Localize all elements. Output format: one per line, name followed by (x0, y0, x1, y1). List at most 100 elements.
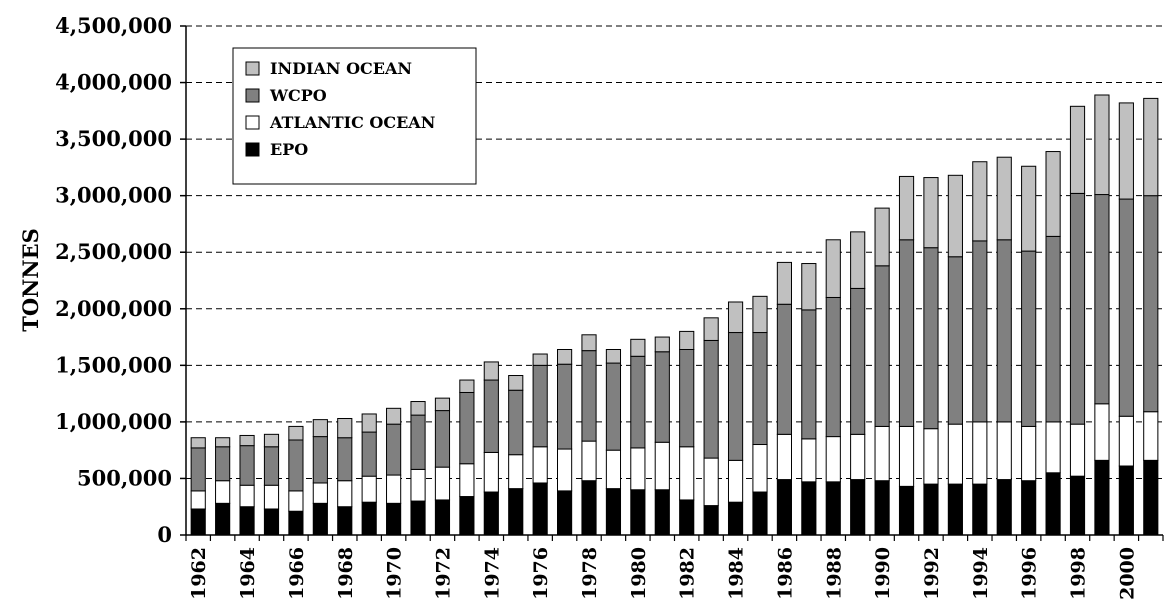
bar-segment (923, 247, 939, 430)
bar-segment (557, 363, 573, 450)
bar-segment (703, 505, 719, 536)
y-tick-label: 4,000,000 (55, 70, 172, 95)
bar-segment (1143, 195, 1159, 413)
bar-segment (459, 379, 475, 393)
bar-segment (996, 479, 1012, 536)
bar-segment (801, 438, 817, 483)
bar-segment (1069, 423, 1086, 477)
bar-segment (239, 445, 255, 486)
y-tick-label: 1,500,000 (55, 352, 172, 377)
y-tick-label: 0 (157, 522, 172, 547)
bar-segment (190, 437, 206, 449)
bar-segment (557, 348, 573, 365)
bar-segment (972, 483, 988, 536)
bar-segment (630, 447, 646, 491)
bar-segment (898, 175, 915, 241)
x-ticks: 1962 1964 1966 1968 1970 1972 1974 1976 1978 1980… (185, 535, 1164, 600)
bar-segment (508, 389, 524, 456)
bar-segment (1069, 475, 1086, 536)
x-tick-label: 1972 (432, 547, 454, 600)
legend: INDIAN OCEAN WCPO ATLANTIC OCEAN EPO (232, 47, 477, 185)
bar-segment (532, 446, 548, 484)
x-tick-label: 1964 (237, 547, 259, 600)
bar-segment (239, 506, 255, 536)
x-tick-label: 1996 (1019, 547, 1041, 600)
legend-box (232, 47, 477, 185)
bar-segment (825, 481, 841, 536)
bar-segment (923, 483, 939, 536)
x-tick-label: 1986 (774, 547, 796, 600)
bar-segment (850, 231, 866, 289)
bar-segment (874, 480, 890, 536)
bar-segment (1021, 165, 1037, 252)
y-ticks: 0 500,000 1,000,000 1,500,000 2,000,000 2,500… (55, 13, 186, 547)
bar-segment (947, 174, 963, 258)
bar-segment (361, 475, 377, 503)
x-tick-label: 1990 (872, 547, 894, 600)
bar-segment (337, 437, 353, 482)
bar-segment (898, 425, 915, 487)
bar-segment (459, 463, 475, 498)
bar-segment (386, 423, 402, 476)
bar-segment (483, 451, 499, 493)
bar-segment (459, 391, 475, 465)
x-tick-label: 1984 (726, 547, 748, 600)
bar-segment (312, 482, 328, 504)
bar-segment (605, 348, 622, 364)
bar-segment (386, 407, 402, 425)
bar-segment (1021, 250, 1037, 427)
bar-segment (508, 488, 524, 536)
bar-segment (1069, 105, 1086, 194)
bar-segment (1143, 97, 1159, 197)
bar-segment (190, 508, 206, 536)
bar-segment (654, 489, 670, 536)
bar-segment (215, 502, 231, 536)
y-tick-label: 2,000,000 (55, 296, 172, 321)
bar-segment (703, 339, 719, 459)
bar-segment (483, 361, 499, 381)
bar-segment (630, 355, 646, 449)
x-tick-label: 1994 (970, 547, 992, 600)
bar-segment (776, 261, 792, 305)
bar-segment (581, 440, 597, 482)
bar-segment (361, 413, 377, 433)
bar-segment (557, 448, 573, 492)
x-tick-label: 1970 (384, 547, 406, 600)
x-tick-label: 1976 (530, 547, 552, 600)
bar-segment (850, 287, 866, 435)
bar-segment (752, 491, 768, 536)
bar-segment (1045, 151, 1061, 237)
bar-segment (581, 350, 597, 442)
bar-segment (1069, 192, 1086, 425)
bar-segment (434, 410, 451, 468)
bar-segment (898, 239, 915, 427)
bar-segment (1094, 194, 1110, 405)
bar-segment (312, 419, 328, 438)
bar-segment (434, 397, 451, 412)
bar-segment (996, 239, 1012, 423)
bar-segment (263, 446, 280, 486)
bar-segment (654, 336, 670, 353)
bar-segment (434, 499, 451, 536)
bar-segment (288, 425, 304, 441)
bar-segment (752, 295, 768, 334)
bar-segment (752, 332, 768, 446)
bar-segment (337, 480, 353, 508)
bar-segment (801, 309, 817, 440)
bar-segment (874, 207, 890, 267)
bar-segment (898, 485, 915, 536)
bar-segment (996, 156, 1012, 241)
bar-segment (703, 317, 719, 341)
bar-segment (727, 459, 744, 503)
x-tick-label: 2000 (1116, 547, 1138, 600)
y-tick-label: 1,000,000 (55, 409, 172, 434)
bar-segment (263, 484, 280, 510)
x-tick-label: 1968 (335, 547, 357, 600)
bar-segment (508, 375, 524, 391)
legend-label: WCPO (269, 86, 327, 105)
bar-segment (508, 454, 524, 490)
bar-segment (1143, 411, 1159, 461)
bar-segment (972, 161, 988, 242)
bar-segment (337, 417, 353, 439)
